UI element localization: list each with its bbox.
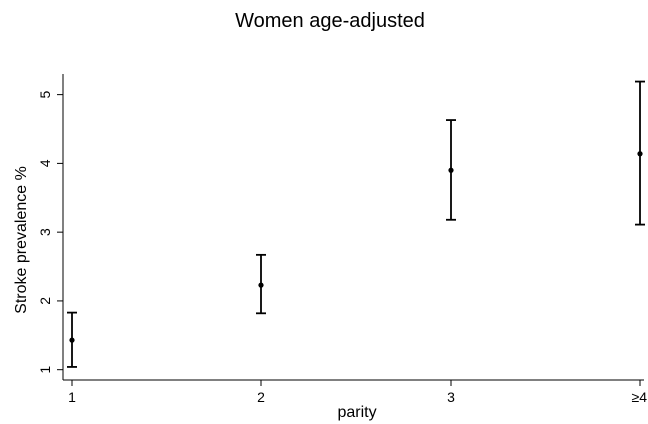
data-point — [258, 282, 264, 288]
data-marks — [67, 80, 645, 368]
x-tick-label: 3 — [447, 389, 455, 405]
y-axis-ticks: 1 2 3 4 5 — [37, 91, 63, 374]
x-tick-label: ≥4 — [632, 389, 648, 405]
x-tick-label: 1 — [68, 389, 76, 405]
x-tick-label: 2 — [257, 389, 265, 405]
y-tick-label: 1 — [37, 366, 53, 374]
data-point — [637, 151, 643, 157]
chart-title: Women age-adjusted — [235, 10, 425, 32]
y-axis-label: Stroke prevalence % — [13, 166, 30, 314]
y-tick-label: 5 — [37, 91, 53, 99]
x-axis-label: parity — [337, 404, 376, 421]
y-tick-label: 3 — [37, 228, 53, 236]
y-tick-label: 2 — [37, 297, 53, 305]
data-point — [69, 337, 75, 343]
data-point — [448, 167, 454, 173]
y-tick-label: 4 — [37, 159, 53, 167]
x-axis-ticks: 1 2 3 ≥4 — [68, 380, 647, 405]
